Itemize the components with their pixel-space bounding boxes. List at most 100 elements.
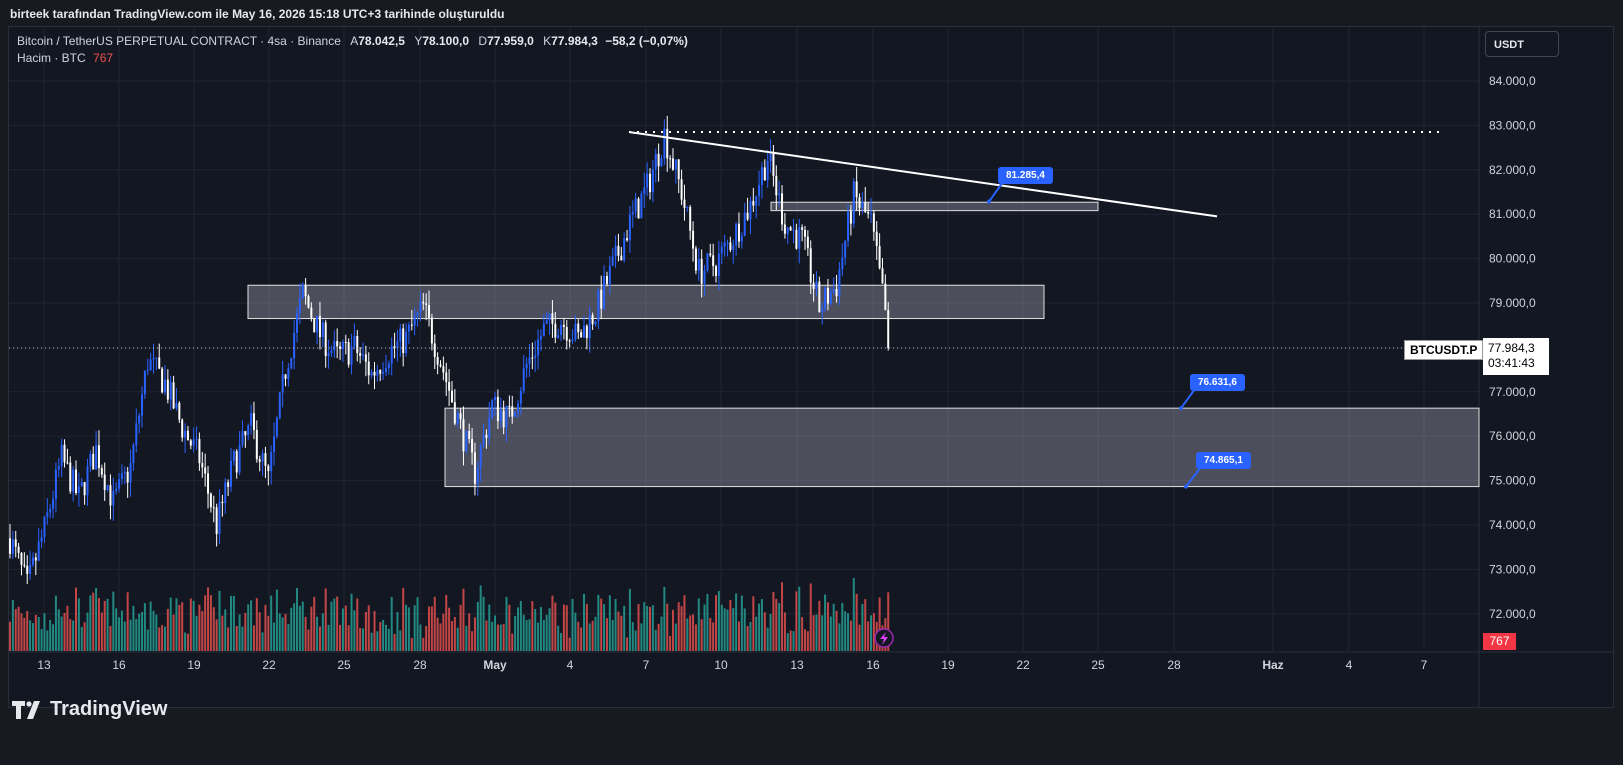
currency-button[interactable]: USDT	[1485, 31, 1559, 57]
volume-bar	[468, 613, 471, 651]
candle-body	[548, 313, 551, 321]
volume-bar	[640, 623, 643, 651]
volume-bar	[399, 630, 402, 651]
candle-body	[149, 359, 152, 370]
volume-bar	[692, 614, 695, 651]
volume-bar	[476, 601, 479, 651]
volume-bar	[14, 609, 17, 651]
volume-bar	[637, 604, 640, 651]
zone-rect-1[interactable]	[770, 201, 1099, 212]
volume-bar	[482, 596, 485, 651]
candle-body	[258, 459, 261, 462]
x-tick-label: 16	[866, 658, 880, 672]
volume-bar	[649, 606, 652, 651]
callout-74865[interactable]: 74.865,1	[1196, 452, 1251, 469]
candle-body	[815, 281, 818, 290]
candle-body	[640, 193, 643, 219]
candle-body	[166, 379, 169, 400]
volume-bar	[232, 595, 235, 651]
volume-bar	[821, 615, 824, 651]
descending-trendline[interactable]	[628, 131, 1218, 218]
candle-body	[585, 325, 588, 339]
volume-bar	[763, 612, 766, 651]
candle-body	[651, 169, 654, 193]
volume-bar	[608, 595, 611, 651]
candle-body	[542, 323, 545, 337]
volume-bar	[72, 620, 75, 651]
volume-bar	[732, 607, 735, 651]
candle-body	[867, 212, 870, 214]
candle-body	[887, 310, 890, 349]
volume-bar	[11, 599, 14, 651]
y-tick-label: 73.000,0	[1489, 562, 1536, 576]
candle-body	[60, 444, 63, 467]
candle-body	[772, 153, 775, 176]
candle-body	[17, 546, 20, 553]
tradingview-brand[interactable]: TradingView	[12, 698, 167, 721]
volume-bar	[872, 613, 875, 651]
volume-bar	[829, 616, 832, 651]
volume-legend-label[interactable]: Hacim · BTC	[17, 51, 86, 65]
volume-bar	[436, 617, 439, 651]
candle-body	[362, 354, 365, 356]
volume-bar	[390, 596, 393, 651]
candle-body	[129, 463, 132, 483]
candle-body	[324, 322, 327, 356]
volume-bar	[772, 591, 775, 651]
candle-body	[775, 175, 778, 196]
candle-body	[178, 402, 181, 420]
candle-body	[52, 499, 55, 509]
volume-bar	[852, 577, 855, 651]
candle-body	[20, 552, 23, 565]
callout-76631[interactable]: 76.631,6	[1190, 374, 1245, 391]
candle-body	[141, 394, 144, 416]
volume-bar	[551, 595, 554, 651]
volume-bar	[494, 615, 497, 651]
callout-anchor-1	[1179, 406, 1183, 411]
candle-body	[247, 425, 250, 436]
volume-bar	[453, 617, 456, 651]
candle-body	[212, 507, 215, 509]
candle-body	[204, 467, 207, 474]
candle-body	[69, 462, 72, 492]
candle-body	[284, 374, 287, 379]
x-tick-label: 25	[1091, 658, 1105, 672]
volume-bar	[686, 618, 689, 651]
volume-bar	[697, 598, 700, 651]
volume-bar	[106, 598, 109, 651]
candle-body	[795, 229, 798, 249]
candle-body	[743, 212, 746, 236]
legend-symbol[interactable]: Bitcoin / TetherUS PERPETUAL CONTRACT · …	[17, 34, 341, 48]
volume-bar	[729, 600, 732, 651]
candle-body	[209, 493, 212, 508]
callout-81285[interactable]: 81.285,4	[998, 167, 1053, 184]
volume-bar	[155, 614, 158, 651]
candle-body	[422, 301, 425, 304]
volume-bar	[172, 614, 175, 651]
volume-bar	[80, 626, 83, 651]
candle-body	[252, 413, 255, 430]
volume-bar	[674, 623, 677, 651]
volume-bar	[387, 628, 390, 651]
candle-body	[341, 342, 344, 349]
candle-body	[57, 466, 60, 470]
volume-bar	[344, 605, 347, 651]
candle-body	[525, 363, 528, 369]
volume-bar	[419, 624, 422, 651]
volume-bar	[347, 625, 350, 651]
volume-bar	[350, 593, 353, 651]
candle-body	[405, 331, 408, 354]
candle-body	[75, 469, 78, 494]
volume-bar	[786, 633, 789, 651]
candle-body	[468, 430, 471, 439]
candle-body	[186, 430, 189, 441]
volume-bar	[318, 626, 321, 651]
zone-rect-0[interactable]	[247, 284, 1045, 320]
candle-body	[479, 445, 482, 468]
candle-body	[499, 410, 502, 422]
volume-bar	[519, 601, 522, 651]
candle-body	[103, 474, 106, 491]
lightning-bolt-icon	[880, 632, 888, 645]
zone-rect-2[interactable]	[444, 407, 1480, 488]
